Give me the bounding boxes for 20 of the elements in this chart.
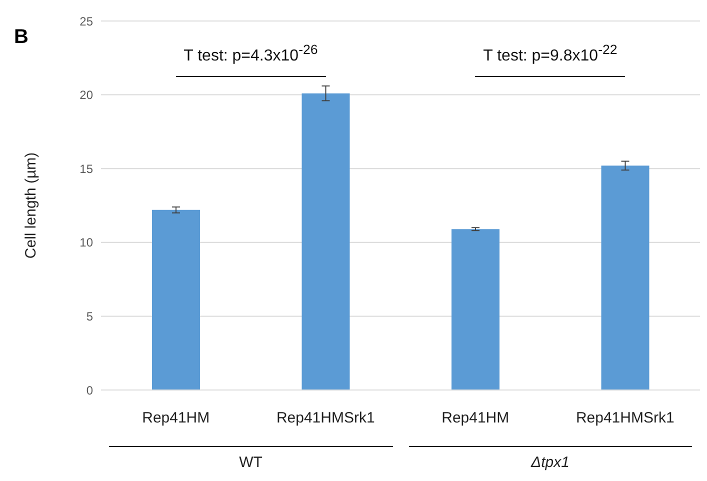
y-tick-label: 20 [80, 88, 94, 102]
x-tick-label: Rep41HM [442, 410, 510, 427]
annotation: T test: p=9.8x10$^{-22}$ [482, 42, 618, 65]
bar [152, 210, 200, 390]
y-axis-title: Cell length (µm) [22, 152, 40, 259]
bar [452, 229, 500, 390]
y-tick-label: 15 [80, 162, 94, 176]
x-tick-label: Rep41HMSrk1 [576, 410, 674, 427]
text: WT [238, 454, 264, 471]
x-tick-label: Rep41HMSrk1 [276, 410, 375, 427]
bar [601, 166, 650, 390]
text: B [14, 26, 28, 49]
x-tick-label: Rep41HM [142, 410, 210, 427]
y-tick-label: 25 [80, 14, 94, 28]
annotation: T test: p=4.3x10$^{-26}$ [182, 42, 319, 65]
y-tick-label: 5 [86, 309, 94, 324]
y-tick-label: 0 [86, 383, 94, 398]
text: Δtpx1 [530, 454, 570, 471]
y-tick-label: 10 [80, 236, 94, 250]
bar [302, 93, 350, 390]
